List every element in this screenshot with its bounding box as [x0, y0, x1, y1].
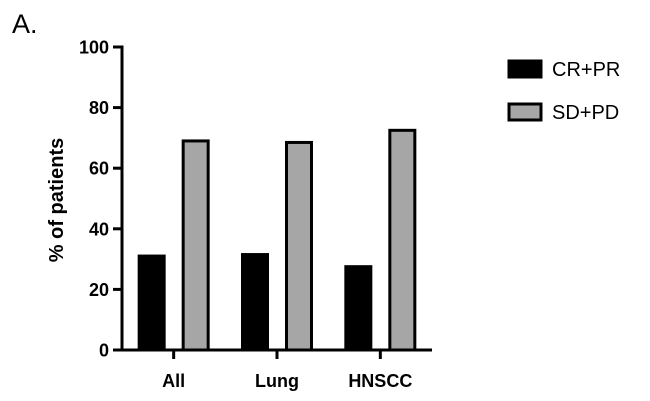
- y-tick-label: 40: [89, 219, 109, 239]
- bar-sd-pd-all: [181, 139, 210, 352]
- axes: 0 20 40 60 80 100 All Lung HNSCC: [79, 38, 432, 391]
- y-tick-label: 20: [89, 280, 109, 300]
- y-axis-title: % of patients: [46, 138, 68, 262]
- x-tick-label: Lung: [255, 371, 299, 391]
- bar-cr-pr-hnscc: [344, 265, 373, 352]
- legend-swatch: [507, 102, 543, 122]
- y-tick-label: 80: [89, 98, 109, 118]
- x-tick-label: HNSCC: [348, 371, 412, 391]
- bar-sd-pd-lung: [285, 140, 313, 352]
- bars: [137, 128, 417, 352]
- legend-label: SD+PD: [552, 102, 619, 124]
- panel-label: A.: [12, 9, 38, 39]
- legend: CR+PR SD+PD: [507, 59, 620, 124]
- bar-cr-pr-lung: [241, 253, 269, 352]
- y-tick-label: 0: [99, 341, 109, 361]
- bar-cr-pr-all: [137, 254, 166, 352]
- legend-label: CR+PR: [552, 59, 620, 81]
- x-tick-label: All: [162, 371, 185, 391]
- bar-sd-pd-hnscc: [388, 128, 417, 352]
- y-tick-label: 100: [79, 38, 109, 58]
- y-tick-label: 60: [89, 159, 109, 179]
- legend-swatch: [507, 59, 543, 79]
